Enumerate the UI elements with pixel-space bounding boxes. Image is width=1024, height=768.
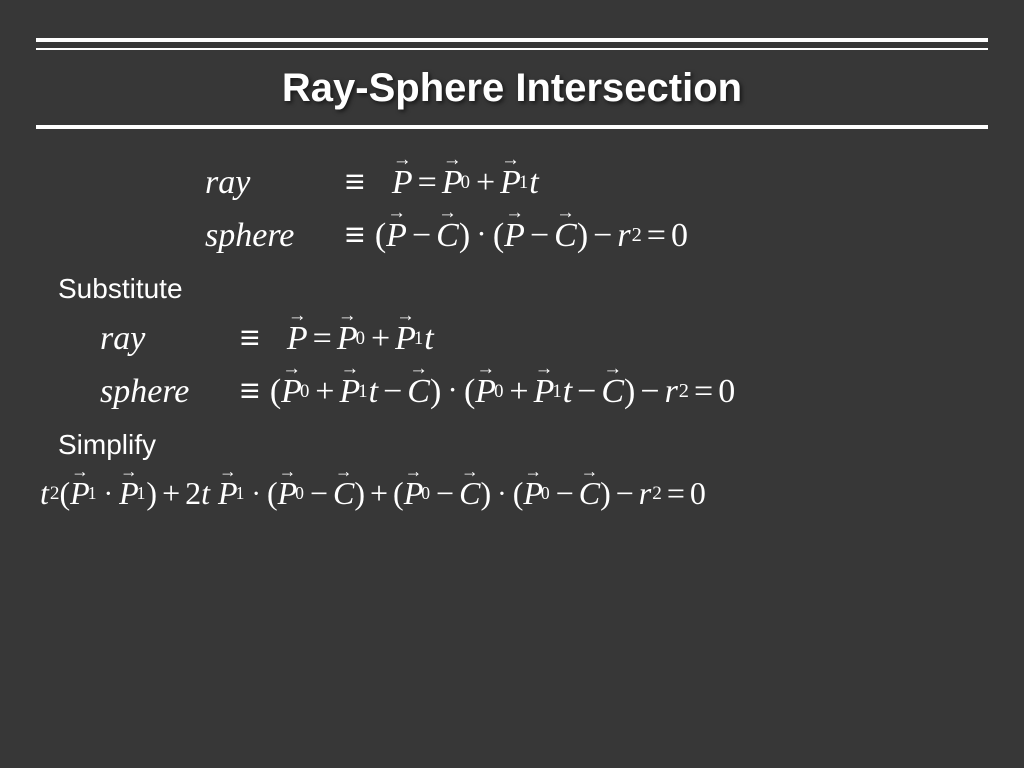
word-ray: ray <box>205 164 335 202</box>
label-substitute: Substitute <box>58 273 984 305</box>
slide: Ray-Sphere Intersection ray ≡ P = P0 + P… <box>0 0 1024 768</box>
word-sphere: sphere <box>205 217 335 255</box>
eq-sphere-def: sphere ≡ (P − C)(P − C) − r2 = 0 <box>205 216 984 255</box>
eq-ray-subst: ray ≡ P = P0 + P1t <box>100 319 984 358</box>
slide-content: ray ≡ P = P0 + P1t sphere ≡ (P − C)(P − … <box>0 129 1024 512</box>
eq-ray-def: ray ≡ P = P0 + P1t <box>205 163 984 202</box>
eq-sphere-subst: sphere ≡ (P0 + P1t − C)(P0 + P1t − C) − … <box>100 372 984 411</box>
sym-equiv: ≡ <box>345 163 365 202</box>
vec-p: P <box>392 164 413 202</box>
eq-block-defs: ray ≡ P = P0 + P1t sphere ≡ (P − C)(P − … <box>40 163 984 255</box>
slide-title: Ray-Sphere Intersection <box>0 50 1024 125</box>
eq-block-subst: ray ≡ P = P0 + P1t sphere ≡ (P0 + P1t − … <box>40 319 984 411</box>
label-simplify: Simplify <box>58 429 984 461</box>
dot-icon <box>472 217 491 255</box>
eq-block-simpl: t2(P1P1) + 2t P1(P0 − C) + (P0 − C)(P0 −… <box>40 475 984 512</box>
eq-simplified: t2(P1P1) + 2t P1(P0 − C) + (P0 − C)(P0 −… <box>40 475 984 512</box>
